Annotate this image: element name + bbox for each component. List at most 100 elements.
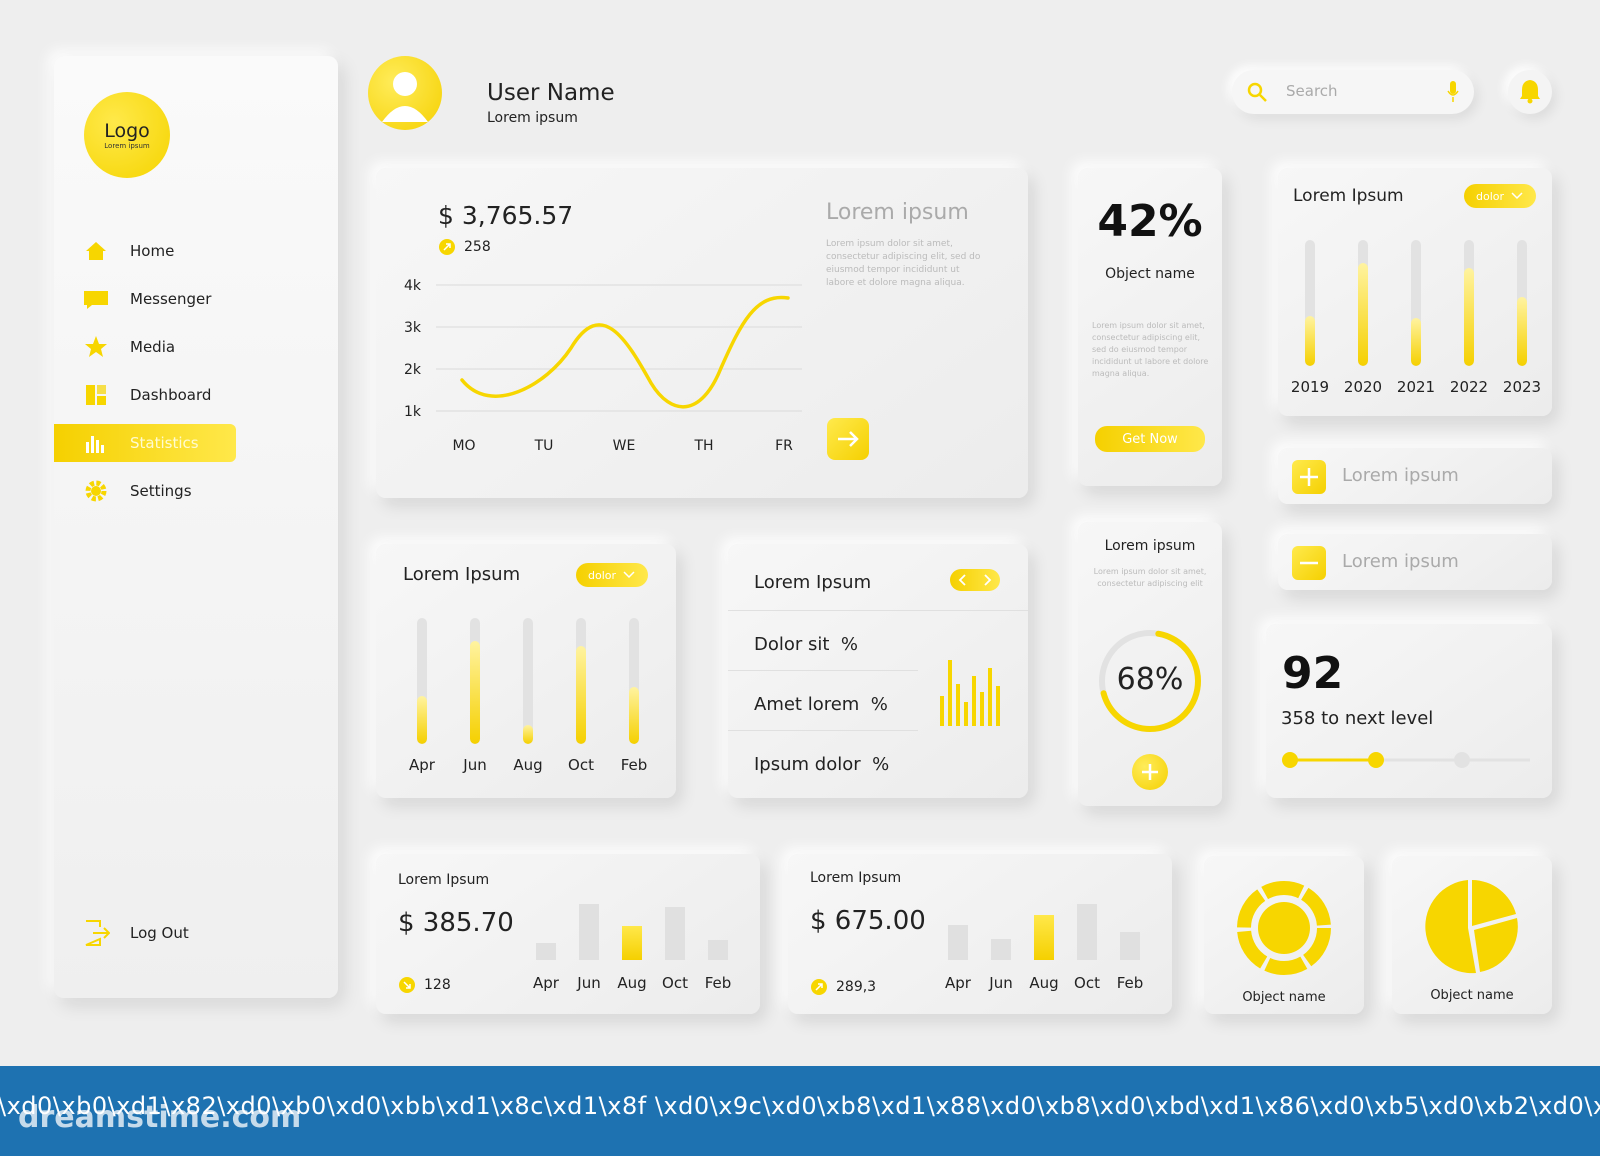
summary-title: Lorem Ipsum (810, 870, 902, 886)
years-card-title: Lorem Ipsum (1293, 186, 1404, 206)
summary-amount: $ 385.70 (398, 908, 514, 938)
bar-label: Apr (945, 974, 971, 992)
dropdown-label: dolor (587, 568, 617, 582)
series-line (460, 295, 790, 409)
object-name: Object name (1242, 990, 1326, 1005)
footer-banner: \xd0\xb0\xd1\x82\xd0\xb0\xd0\xbb\xd1\x8c… (0, 1066, 1600, 1156)
sidebar-item-label: Home (130, 242, 175, 260)
add-item-row[interactable]: Lorem ipsum (1278, 448, 1552, 504)
bar-fill (1358, 262, 1368, 366)
microphone-icon[interactable] (1446, 80, 1460, 104)
bar-fill (576, 645, 586, 744)
bar (576, 618, 586, 744)
percent-card: 42% Object name Lorem ipsum dolor sit am… (1078, 168, 1222, 486)
chart-side-title: Lorem ipsum (826, 200, 969, 225)
avatar[interactable] (368, 56, 442, 130)
revenue-amount: $ 3,765.57 (438, 201, 574, 230)
bar-chart-icon (82, 431, 110, 455)
divider (728, 730, 918, 731)
sidebar: Logo Lorem ipsum Home Messenger Media Da… (54, 56, 338, 998)
bar-label: Feb (1116, 974, 1144, 992)
progress-ring-card: Lorem ipsum Lorem ipsum dolor sit amet, … (1078, 522, 1222, 806)
bar-label: Feb (620, 756, 648, 774)
chat-icon (82, 287, 110, 311)
bar (1077, 904, 1097, 960)
count-value: 289,3 (836, 979, 877, 995)
dropdown-label: dolor (1475, 189, 1505, 203)
bar-label: 2021 (1396, 378, 1436, 396)
logo-subtext: Lorem ipsum (104, 142, 150, 150)
row-unit: % (870, 694, 888, 715)
bar (708, 940, 728, 960)
notifications-button[interactable] (1508, 70, 1552, 114)
object-card-pie[interactable]: Object name (1392, 856, 1552, 1014)
ring-chart-icon (1237, 881, 1331, 975)
next-button[interactable] (827, 418, 869, 460)
sidebar-item-dashboard[interactable]: Dashboard (54, 376, 338, 414)
bar (665, 906, 685, 960)
chevron-down-icon (1511, 192, 1523, 200)
search-box[interactable]: Search (1232, 70, 1474, 114)
star-icon (82, 335, 110, 359)
progress-description: Lorem ipsum dolor sit amet, consectetur … (1093, 567, 1207, 588)
months-dropdown[interactable]: dolor (576, 563, 648, 587)
pager-control[interactable] (950, 569, 1000, 591)
years-dropdown[interactable]: dolor (1464, 184, 1536, 208)
logout-button[interactable]: Log Out (54, 914, 338, 952)
divider (728, 670, 918, 671)
arrow-up-icon (811, 979, 827, 995)
logo[interactable]: Logo Lorem ipsum (84, 92, 170, 178)
summary-card-2: Lorem Ipsum $ 675.00 289,3 Apr Jun Aug Oct F… (788, 854, 1172, 1014)
add-item-label: Lorem ipsum (1342, 465, 1459, 486)
bar (1120, 932, 1140, 960)
remove-item-row[interactable]: Lorem ipsum (1278, 534, 1552, 590)
sidebar-item-label: Media (130, 338, 176, 356)
list-row[interactable]: Ipsum dolor % (754, 754, 889, 775)
list-row[interactable]: Dolor sit % (754, 634, 858, 655)
bar-fill (417, 696, 427, 744)
x-tick: TU (534, 438, 554, 454)
bar (1411, 240, 1421, 366)
logo-text: Logo (104, 120, 150, 142)
add-circle-button[interactable] (1132, 754, 1168, 790)
bar-label: Oct (1074, 974, 1100, 992)
bar-label: Apr (409, 756, 435, 774)
arrow-up-icon (439, 239, 455, 255)
sidebar-item-home[interactable]: Home (54, 232, 338, 270)
bar-label: Aug (1029, 974, 1059, 992)
sidebar-item-statistics[interactable]: Statistics (54, 424, 236, 462)
bar-label: Jun (989, 974, 1013, 992)
arrow-down-icon (399, 977, 415, 993)
bar-fill (1305, 315, 1315, 366)
bar (1305, 240, 1315, 366)
logout-icon (82, 920, 110, 946)
search-icon (1247, 82, 1267, 102)
count-value: 258 (464, 239, 491, 255)
y-tick: 4k (404, 278, 422, 294)
percent-value: 42% (1097, 196, 1203, 247)
y-tick: 2k (404, 362, 422, 378)
sidebar-item-media[interactable]: Media (54, 328, 338, 366)
footer-brand: dreamstime.com (18, 1100, 302, 1135)
arrow-right-icon (838, 431, 859, 447)
sidebar-item-settings[interactable]: Settings (54, 472, 338, 510)
logout-label: Log Out (130, 924, 189, 942)
bar-label: 2019 (1290, 378, 1330, 396)
list-card-title: Lorem Ipsum (754, 572, 872, 593)
bar-label: Apr (533, 974, 559, 992)
sidebar-item-messenger[interactable]: Messenger (54, 280, 338, 318)
x-tick: TH (693, 438, 713, 454)
bar (1517, 240, 1527, 366)
bar-fill (1517, 296, 1527, 366)
sidebar-item-label: Dashboard (130, 386, 212, 404)
count-value: 128 (424, 977, 451, 993)
bar-label: Feb (704, 974, 732, 992)
minus-icon (1292, 546, 1326, 580)
summary-title: Lorem Ipsum (398, 872, 490, 888)
list-row[interactable]: Amet lorem % (754, 694, 888, 715)
object-card-ring[interactable]: Object name (1204, 856, 1364, 1014)
search-placeholder: Search (1286, 82, 1338, 100)
years-bar-card: Lorem Ipsum dolor 2019 2020 2021 2022 2023 (1278, 168, 1552, 416)
bar (1464, 240, 1474, 366)
get-now-button[interactable]: Get Now (1095, 426, 1205, 452)
